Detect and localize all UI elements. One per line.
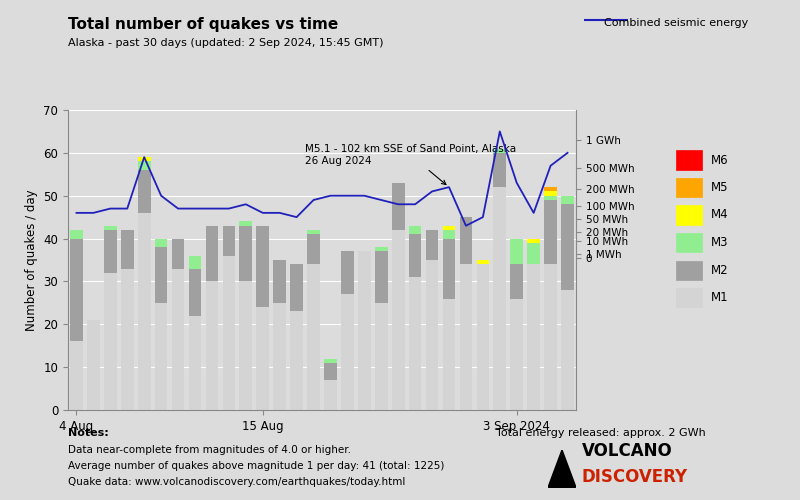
Bar: [324, 358, 337, 363]
Bar: [104, 226, 117, 230]
Bar: [375, 252, 388, 303]
Bar: [358, 252, 370, 410]
Bar: [442, 238, 455, 298]
Bar: [239, 282, 252, 410]
Polygon shape: [548, 450, 576, 488]
Bar: [274, 303, 286, 410]
Bar: [239, 226, 252, 281]
Text: M1: M1: [710, 291, 728, 304]
Bar: [477, 264, 490, 410]
Bar: [138, 213, 150, 410]
Bar: [544, 192, 557, 196]
Text: M2: M2: [710, 264, 728, 276]
Bar: [274, 260, 286, 303]
Bar: [494, 153, 506, 187]
Bar: [206, 226, 218, 281]
Bar: [239, 222, 252, 226]
Bar: [290, 312, 303, 410]
Bar: [409, 226, 422, 234]
Bar: [494, 148, 506, 153]
Bar: [544, 264, 557, 410]
Bar: [87, 320, 100, 410]
Text: Combined seismic energy: Combined seismic energy: [604, 18, 748, 28]
Text: Total number of quakes vs time: Total number of quakes vs time: [68, 18, 338, 32]
Bar: [189, 268, 202, 316]
Text: M5.1 - 102 km SSE of Sand Point, Alaska
26 Aug 2024: M5.1 - 102 km SSE of Sand Point, Alaska …: [305, 144, 516, 184]
Bar: [138, 162, 150, 170]
Bar: [409, 277, 422, 410]
Bar: [544, 200, 557, 264]
Bar: [154, 238, 167, 247]
Bar: [121, 268, 134, 410]
Bar: [290, 264, 303, 312]
Bar: [172, 268, 185, 410]
Bar: [477, 260, 490, 264]
Bar: [256, 307, 269, 410]
Bar: [70, 230, 83, 238]
Bar: [222, 226, 235, 256]
Bar: [510, 238, 523, 264]
Bar: [341, 294, 354, 410]
Bar: [104, 273, 117, 410]
Bar: [206, 282, 218, 410]
Bar: [527, 238, 540, 243]
Text: Quake data: www.volcanodiscovery.com/earthquakes/today.html: Quake data: www.volcanodiscovery.com/ear…: [68, 477, 406, 487]
Bar: [70, 342, 83, 410]
Bar: [154, 247, 167, 303]
Bar: [459, 217, 472, 264]
Bar: [307, 230, 320, 234]
Bar: [189, 316, 202, 410]
Bar: [459, 264, 472, 410]
Bar: [409, 234, 422, 277]
Bar: [324, 380, 337, 410]
Bar: [527, 243, 540, 264]
Bar: [494, 187, 506, 410]
Text: DISCOVERY: DISCOVERY: [582, 468, 688, 485]
Text: VOLCANO: VOLCANO: [582, 442, 672, 460]
Bar: [426, 260, 438, 410]
Bar: [138, 170, 150, 213]
Bar: [561, 204, 574, 290]
Bar: [527, 264, 540, 410]
Bar: [375, 247, 388, 252]
Bar: [561, 196, 574, 204]
Bar: [104, 230, 117, 273]
Text: Average number of quakes above magnitude 1 per day: 41 (total: 1225): Average number of quakes above magnitude…: [68, 461, 444, 471]
Bar: [375, 303, 388, 410]
Bar: [256, 226, 269, 307]
Bar: [392, 183, 405, 230]
Bar: [544, 187, 557, 192]
Text: M6: M6: [710, 154, 728, 166]
Bar: [121, 230, 134, 268]
Bar: [341, 252, 354, 294]
Text: M3: M3: [710, 236, 728, 249]
Bar: [561, 290, 574, 410]
Bar: [442, 230, 455, 238]
Bar: [154, 303, 167, 410]
Bar: [324, 363, 337, 380]
Text: Data near-complete from magnitudes of 4.0 or higher.: Data near-complete from magnitudes of 4.…: [68, 445, 351, 455]
Bar: [307, 234, 320, 264]
Y-axis label: Number of quakes / day: Number of quakes / day: [25, 189, 38, 331]
Bar: [138, 157, 150, 162]
Bar: [510, 298, 523, 410]
Bar: [392, 230, 405, 410]
Bar: [172, 238, 185, 268]
Text: Total energy released: approx. 2 GWh: Total energy released: approx. 2 GWh: [496, 428, 706, 438]
Bar: [70, 238, 83, 342]
Text: Alaska - past 30 days (updated: 2 Sep 2024, 15:45 GMT): Alaska - past 30 days (updated: 2 Sep 20…: [68, 38, 383, 48]
Bar: [222, 256, 235, 410]
Bar: [307, 264, 320, 410]
Text: Notes:: Notes:: [68, 428, 109, 438]
Text: M5: M5: [710, 181, 728, 194]
Bar: [442, 226, 455, 230]
Bar: [426, 230, 438, 260]
Bar: [544, 196, 557, 200]
Bar: [442, 298, 455, 410]
Text: M4: M4: [710, 208, 728, 222]
Bar: [510, 264, 523, 298]
Bar: [189, 256, 202, 268]
